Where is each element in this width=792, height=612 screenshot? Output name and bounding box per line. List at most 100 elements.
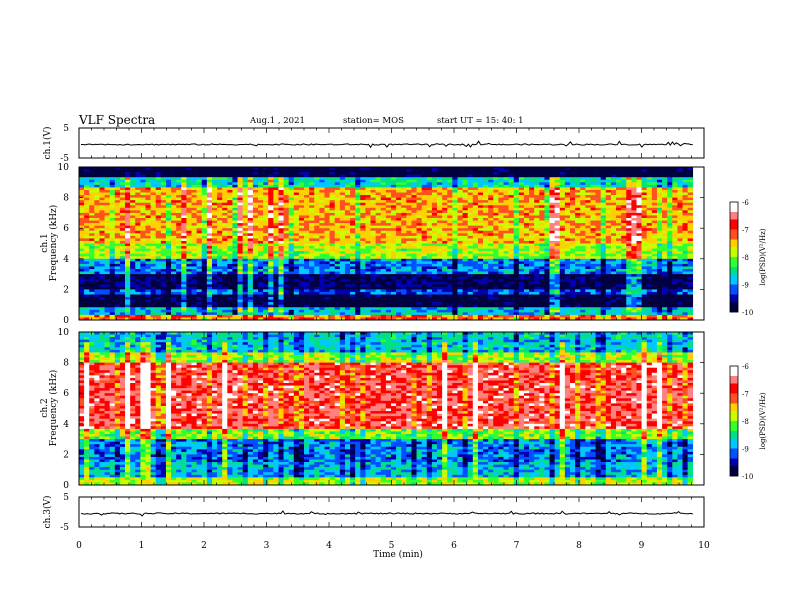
spectrogram-cell [350, 246, 356, 249]
spectrogram-cell [365, 276, 371, 280]
spectrogram-cell [150, 299, 157, 303]
spectrogram-cell [350, 225, 356, 229]
spectrogram-cell [309, 276, 315, 280]
spectrogram-cell [186, 314, 192, 318]
spectrogram-cell [278, 195, 284, 198]
spectrogram-cell [89, 266, 95, 270]
spectrogram-cell [94, 189, 100, 193]
spectrogram-cell [283, 307, 289, 311]
spectrogram-cell [165, 291, 172, 295]
spectrogram-cell [211, 286, 218, 290]
spectrogram-cell [130, 289, 136, 293]
spectrogram-cell [114, 169, 121, 173]
spectrogram-cell [472, 207, 479, 211]
spectrogram-cell [171, 299, 177, 303]
spectrogram-cell [140, 271, 146, 275]
spectrogram-cell [278, 238, 284, 242]
spectrogram-cell [390, 248, 397, 252]
spectrogram-cell [186, 174, 192, 178]
spectrogram-cell [488, 184, 494, 188]
spectrogram-cell [293, 210, 300, 214]
spectrogram-cell [89, 271, 95, 275]
spectrogram-cell [135, 299, 141, 303]
spectrogram-cell [211, 205, 218, 209]
spectrogram-cell [135, 253, 141, 257]
spectrogram-cell [426, 240, 433, 244]
spectrogram-cell [119, 202, 126, 206]
spectrogram-cell [462, 238, 468, 242]
spectrogram-cell [319, 179, 325, 183]
spectrogram-cell [125, 309, 131, 313]
spectrogram-cell [488, 197, 494, 201]
spectrogram-cell [79, 294, 85, 298]
spectrogram-cell [483, 274, 489, 277]
spectrogram-cell [298, 302, 305, 305]
spectrogram-cell [135, 210, 141, 214]
spectrogram-cell [222, 281, 228, 285]
spectrogram-cell [94, 228, 100, 232]
spectrogram-cell [416, 253, 422, 257]
spectrogram-cell [222, 174, 228, 178]
spectrogram-cell [227, 233, 233, 237]
spectrogram-cell [452, 276, 458, 280]
spectrogram-cell [150, 286, 157, 290]
spectrogram-cell [437, 302, 443, 305]
spectrogram-cell [145, 207, 151, 211]
spectrogram-cell [488, 309, 494, 313]
spectrogram-cell [196, 238, 203, 242]
spectrogram-cell [114, 233, 121, 237]
spectrogram-cell [140, 179, 146, 183]
spectrogram-cell [401, 192, 407, 196]
spectrogram-cell [288, 297, 295, 300]
spectrogram-cell [406, 189, 412, 193]
spectrogram-cell [462, 182, 468, 186]
spectrogram-cell [411, 261, 417, 265]
spectrogram-cell [472, 177, 479, 181]
spectrogram-cell [242, 297, 249, 300]
spectrogram-cell [324, 312, 330, 316]
spectrogram-cell [421, 218, 428, 221]
spectrogram-cell [247, 304, 254, 308]
spectrogram-cell [375, 304, 382, 308]
spectrogram-cell [467, 187, 474, 191]
spectrogram-cell [242, 294, 249, 298]
spectrogram-cell [206, 192, 213, 196]
spectrogram-cell [360, 271, 366, 275]
spectrogram-cell [201, 299, 208, 303]
spectrogram-cell [278, 207, 284, 211]
spectrogram-cell [350, 274, 356, 277]
spectrogram-cell [385, 246, 392, 249]
spectrogram-cell [293, 297, 300, 300]
spectrogram-cell [344, 312, 351, 316]
spectrogram-cell [288, 261, 295, 265]
spectrogram-cell [293, 309, 300, 313]
spectrogram-cell [232, 179, 238, 183]
spectrogram-cell [196, 212, 203, 216]
spectrogram-cell [309, 187, 315, 191]
spectrogram-cell [258, 228, 264, 232]
spectrogram-cell [94, 294, 100, 298]
spectrogram-cell [416, 243, 422, 247]
spectrogram-cell [283, 253, 289, 257]
spectrogram-cell [283, 202, 289, 206]
spectrogram-cell [119, 169, 126, 173]
spectrogram-cell [452, 218, 458, 221]
spectrogram-cell [196, 197, 203, 201]
spectrogram-cell [385, 274, 392, 277]
spectrogram-cell [406, 179, 412, 183]
spectrogram-cell [406, 228, 412, 232]
spectrogram-cell [155, 269, 162, 272]
spectrogram-cell [211, 225, 218, 229]
spectrogram-cell [447, 210, 453, 214]
spectrogram-cell [483, 205, 489, 209]
spectrogram-cell [104, 279, 110, 283]
spectrogram-cell [288, 218, 295, 221]
spectrogram-cell [191, 269, 197, 272]
spectrogram-cell [119, 274, 126, 277]
spectrogram-cell [237, 312, 243, 316]
spectrogram-cell [426, 258, 433, 262]
spectrogram-cell [462, 314, 468, 318]
spectrogram-cell [442, 304, 448, 308]
spectrogram-cell [360, 177, 366, 181]
spectrogram-cell [89, 261, 95, 265]
